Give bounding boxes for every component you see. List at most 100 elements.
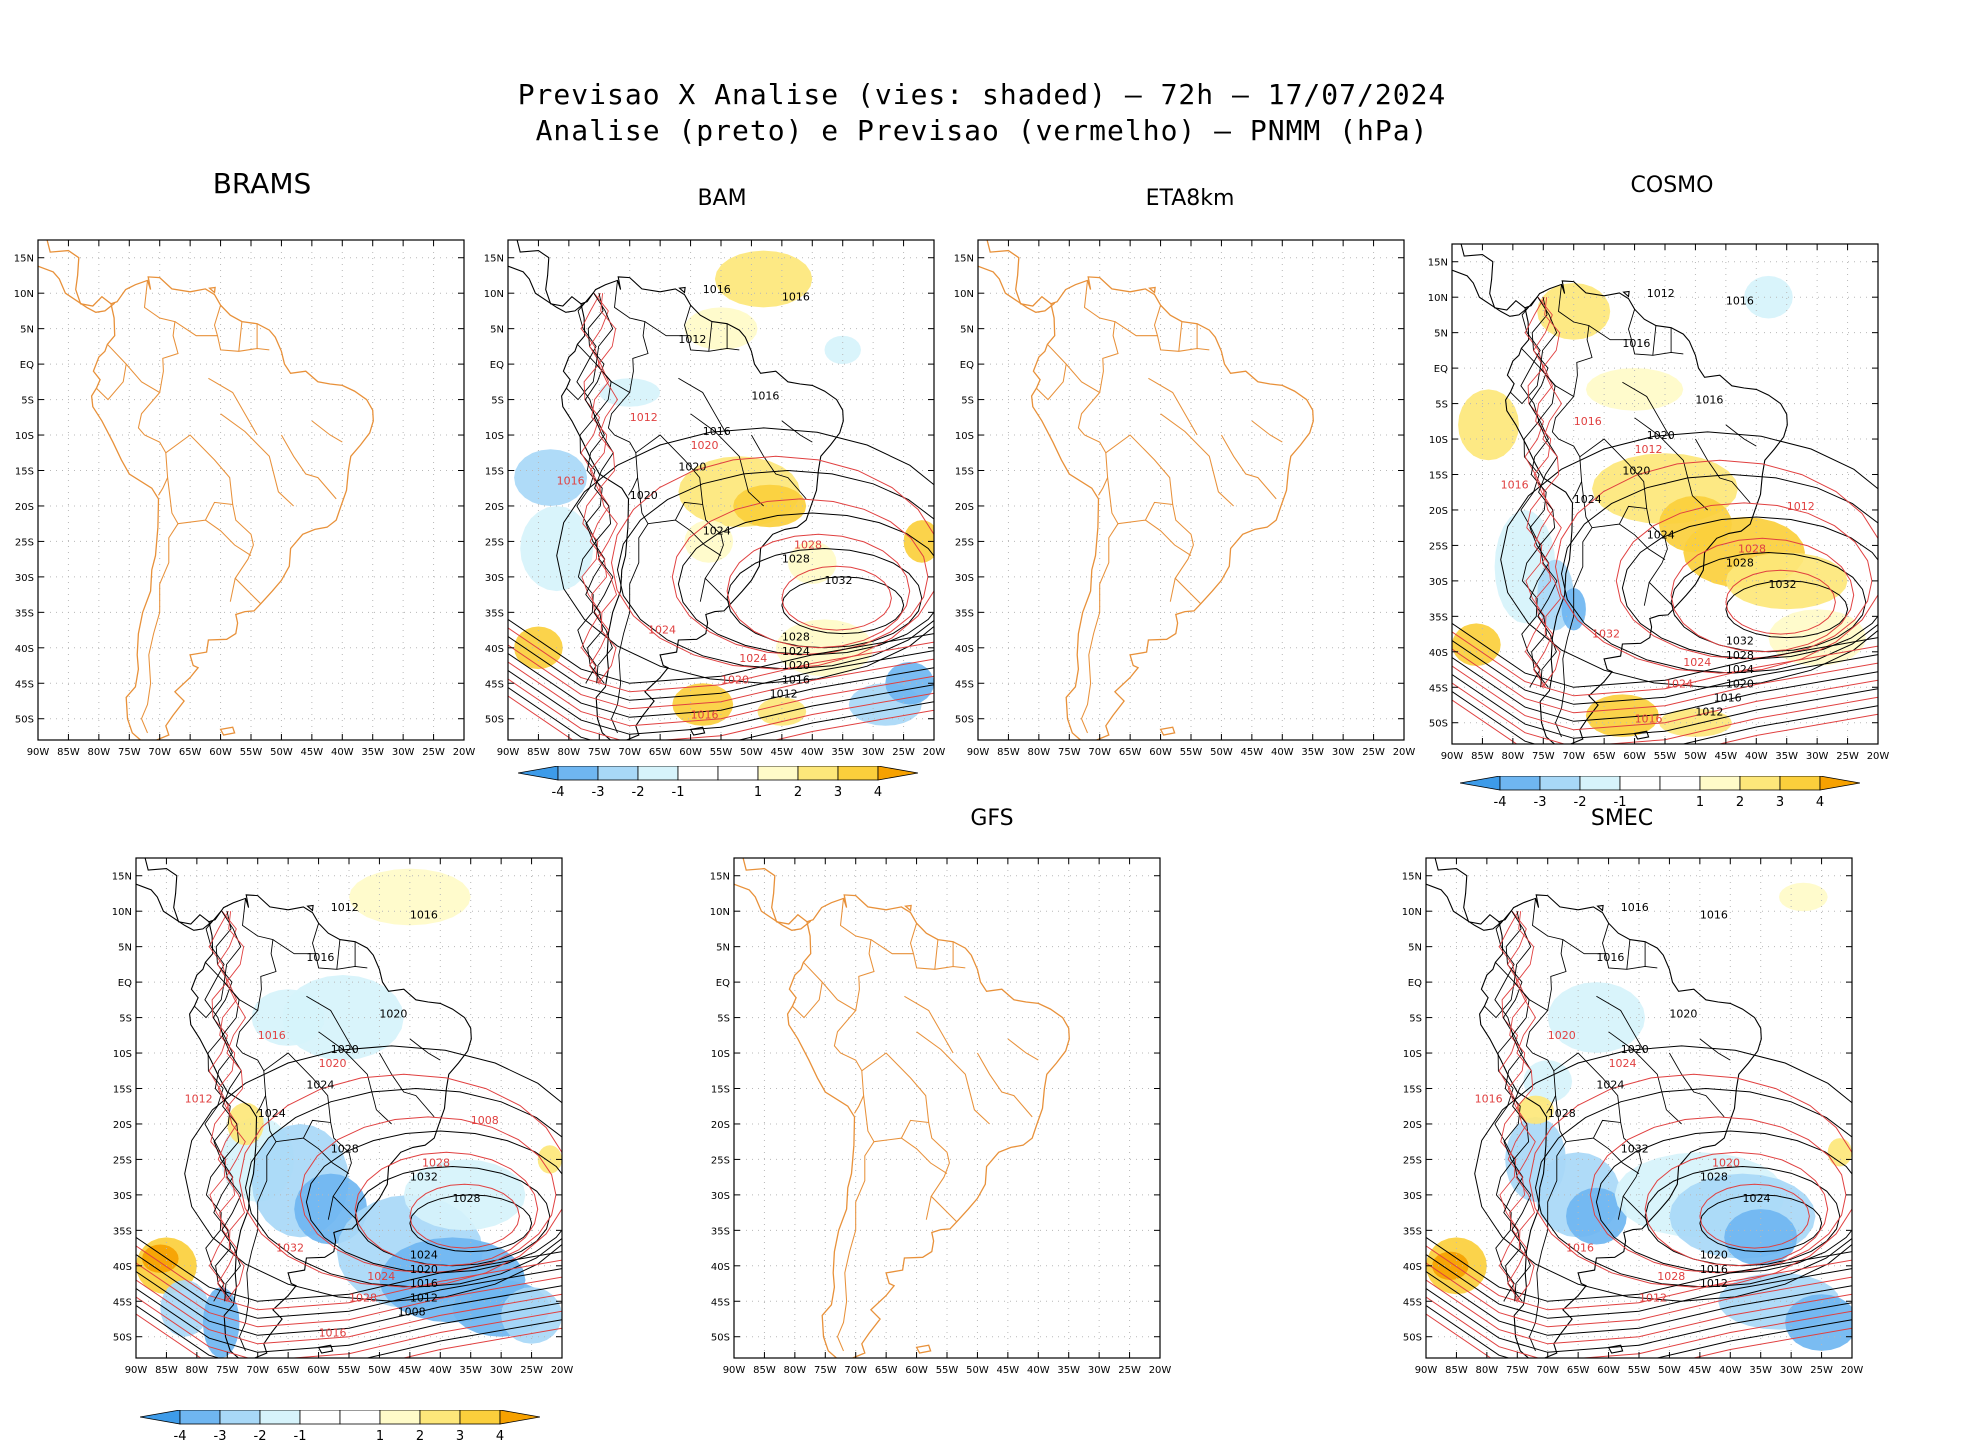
analysis-isobar	[1534, 1087, 1852, 1288]
lat-tick-label: EQ	[20, 360, 34, 371]
lat-tick-label: 20S	[485, 502, 504, 513]
country-border	[1596, 995, 1646, 1054]
lon-tick-label: 45W	[1689, 1365, 1712, 1376]
andes-contour	[225, 911, 247, 1302]
lon-tick-label: 60W	[905, 1365, 928, 1376]
analysis-isobar-label: 1024	[1647, 528, 1675, 541]
country-border	[635, 434, 732, 605]
lon-tick-label: 25W	[1836, 751, 1859, 762]
country-border	[1555, 527, 1593, 738]
lon-tick-label: 25W	[520, 1365, 543, 1376]
analysis-isobar-label: 1020	[630, 489, 658, 502]
lon-tick-label: 80W	[1476, 1365, 1499, 1376]
analysis-isobar	[726, 547, 923, 649]
island	[915, 1344, 932, 1354]
lat-tick-label: 20S	[955, 502, 974, 513]
lon-tick-label: 40W	[1745, 751, 1768, 762]
lon-tick-label: 45W	[1241, 747, 1264, 758]
lat-tick-label: 10S	[485, 431, 504, 442]
analysis-isobar	[556, 427, 934, 684]
coastline	[189, 894, 472, 1358]
country-border	[239, 1141, 277, 1352]
country-border	[242, 898, 277, 1011]
colorbar-tick-label: 4	[874, 785, 882, 800]
colorbar-segment	[1579, 775, 1621, 791]
lon-tick-label: 85W	[1471, 751, 1494, 762]
lat-tick-label: 20S	[1403, 1120, 1422, 1131]
colorbar-tick-label: -1	[294, 1429, 307, 1444]
lon-tick-label: 20W	[1841, 1365, 1864, 1376]
forecast-isobar	[1699, 1183, 1810, 1249]
lon-tick-label: 25W	[1118, 1365, 1141, 1376]
lon-tick-label: 25W	[892, 747, 915, 758]
country-border	[306, 995, 356, 1054]
country-border	[1484, 982, 1515, 1019]
country-border	[909, 923, 966, 970]
country-border	[1725, 424, 1757, 447]
forecast-isobar	[1426, 1296, 1852, 1358]
colorbar-arrow-left	[139, 1409, 181, 1425]
lon-tick-label: 55W	[1180, 747, 1203, 758]
analysis-isobar	[244, 1087, 562, 1288]
forecast-isobar	[671, 498, 929, 656]
coastline-central-america	[742, 858, 808, 925]
lon-tick-label: 75W	[588, 747, 611, 758]
andes-contour	[1528, 297, 1550, 688]
analysis-isobar-label: 1024	[1726, 663, 1754, 676]
andes-contour	[597, 293, 619, 684]
lat-tick-label: 25S	[113, 1155, 132, 1166]
lat-tick-label: 20S	[113, 1120, 132, 1131]
analysis-isobar	[1426, 1288, 1852, 1353]
colorbar-segment	[179, 1409, 221, 1425]
andes-contour	[1537, 296, 1558, 688]
lon-tick-label: 75W	[1532, 751, 1555, 762]
lat-tick-label: 5S	[119, 1014, 132, 1025]
country-border	[379, 1052, 435, 1118]
analysis-isobar-label: 1032	[1726, 635, 1754, 648]
bias-shade	[1537, 283, 1611, 340]
forecast-isobar-label: 1012	[630, 411, 658, 424]
coastline-central-america	[1452, 269, 1530, 317]
colorbar-tick-label: -2	[632, 785, 645, 800]
analysis-isobar-label: 1028	[1700, 1171, 1728, 1184]
coastline-central-america	[1460, 244, 1526, 311]
lat-tick-label: 5S	[1409, 1014, 1422, 1025]
island	[1633, 730, 1650, 740]
lon-tick-label: 85W	[753, 1365, 776, 1376]
analysis-isobar-label: 1024	[306, 1078, 334, 1091]
analysis-isobar	[136, 1288, 562, 1353]
lat-tick-label: 10N	[1402, 907, 1422, 918]
andes-contour	[584, 293, 606, 684]
lat-tick-label: 50S	[955, 715, 974, 726]
lat-tick-label: 45S	[113, 1297, 132, 1308]
coastline-central-america	[516, 240, 582, 307]
forecast-isobar-label: 1016	[258, 1029, 286, 1042]
analysis-isobar-label: 1024	[410, 1249, 438, 1262]
lon-tick-label: 85W	[57, 747, 80, 758]
panel-title-cosmo: COSMO	[1630, 173, 1714, 198]
forecast-isobar-label: 1016	[1574, 415, 1602, 428]
forecast-isobar-label: 1024	[1665, 677, 1693, 690]
lon-tick-label: 70W	[148, 747, 171, 758]
forecast-isobar	[136, 1279, 562, 1345]
lat-tick-label: 50S	[1403, 1333, 1422, 1344]
lon-tick-label: 65W	[649, 747, 672, 758]
lon-tick-label: 90W	[125, 1365, 148, 1376]
panel-title-smec: SMEC	[1590, 806, 1654, 831]
forecast-isobar	[1452, 631, 1878, 697]
country-border	[1634, 417, 1708, 511]
map-panel-cosmo: 1012 1016 1016 1016 1020 1020 1024 1024 1028 1032…	[1428, 243, 1889, 762]
island	[1159, 726, 1176, 736]
analysis-isobar-label: 1016	[1695, 394, 1723, 407]
lat-tick-label: 10S	[1403, 1049, 1422, 1060]
coastline-central-america	[1426, 883, 1504, 931]
forecast-isobar	[136, 1296, 562, 1358]
analysis-isobar-label: 1020	[1669, 1008, 1697, 1021]
lon-tick-label: 65W	[277, 1365, 300, 1376]
country-border	[1553, 1052, 1650, 1223]
lat-tick-label: 45S	[15, 679, 34, 690]
lon-tick-label: 90W	[27, 747, 50, 758]
lat-tick-label: 5N	[1434, 329, 1448, 340]
island	[1622, 290, 1630, 298]
coastline-central-america	[144, 858, 210, 925]
